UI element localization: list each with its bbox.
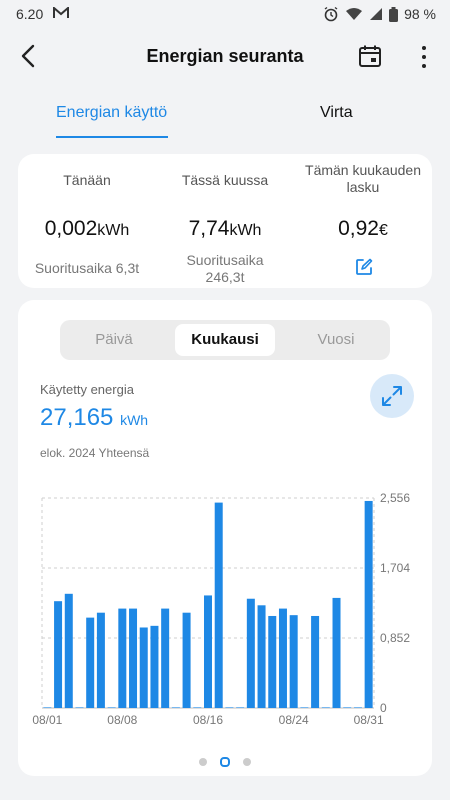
period-selector: Päivä Kuukausi Vuosi xyxy=(60,320,390,360)
x-tick-label: 08/08 xyxy=(107,713,137,727)
chart-bar xyxy=(278,608,287,708)
more-dot xyxy=(422,64,426,68)
edit-icon[interactable] xyxy=(355,258,373,276)
wifi-icon xyxy=(345,7,363,21)
chart-bar xyxy=(268,615,277,708)
tab-power[interactable]: Virta xyxy=(320,104,353,121)
summary-card: Tänään 0,002kWh Suoritusaika 6,3t Tässä … xyxy=(18,154,432,288)
segment-day[interactable]: Päivä xyxy=(95,331,133,348)
energy-bar-chart: 0 0,852 1,704 2,556 08/01 08/08 08/16 08/24 08/3… xyxy=(32,491,410,727)
chart-bar xyxy=(161,608,170,708)
chart-bar xyxy=(150,625,159,708)
summary-today: Tänään 0,002kWh Suoritusaika 6,3t xyxy=(18,154,156,288)
chart-bar xyxy=(246,598,255,708)
y-tick-label: 2,556 xyxy=(380,491,410,505)
summary-label: Tässä kuussa xyxy=(181,172,269,188)
status-time: 6.20 xyxy=(16,6,44,22)
back-button[interactable] xyxy=(14,42,42,70)
page-title: Energian seuranta xyxy=(146,46,304,66)
page-dot-active[interactable] xyxy=(220,757,230,767)
tab-bar: Energian käyttö Virta xyxy=(0,100,450,144)
segment-year[interactable]: Vuosi xyxy=(317,331,355,348)
summary-unit: € xyxy=(378,222,388,239)
x-tick-label: 08/16 xyxy=(193,713,223,727)
summary-label: Tämän kuukauden lasku xyxy=(305,162,421,195)
active-tab-indicator xyxy=(56,136,168,138)
chart-bar xyxy=(75,707,84,708)
chart-bar xyxy=(182,612,191,708)
status-bar: 6.20 98 % xyxy=(0,0,450,28)
summary-number: 0,92 xyxy=(338,217,379,240)
summary-number: 0,002 xyxy=(44,217,98,240)
chart-bar xyxy=(129,608,138,708)
summary-runtime: Suoritusaika 6,3t xyxy=(34,260,140,276)
chart-bar xyxy=(118,608,127,708)
summary-unit: kWh xyxy=(229,222,262,239)
summary-this-month: Tässä kuussa 7,74kWh Suoritusaika 246,3t xyxy=(156,154,294,288)
chart-bar xyxy=(343,707,352,708)
summary-monthly-bill: Tämän kuukauden lasku 0,92€ xyxy=(294,154,432,288)
y-tick-label: 0,852 xyxy=(380,631,410,645)
energy-used-label: Käytetty energia xyxy=(40,382,134,397)
mail-icon xyxy=(53,5,70,22)
expand-button[interactable] xyxy=(370,374,414,418)
calendar-icon xyxy=(359,45,381,67)
chart-bar xyxy=(321,707,330,708)
chart-bar xyxy=(204,595,212,708)
summary-runtime: Suoritusaika 246,3t xyxy=(186,252,264,285)
chart-bar xyxy=(193,707,202,708)
chart-bar xyxy=(289,615,298,708)
chart-bar xyxy=(96,612,105,708)
chart-bar xyxy=(64,593,73,708)
page-dot[interactable] xyxy=(243,758,251,766)
calendar-button[interactable] xyxy=(358,44,384,70)
battery-icon xyxy=(389,6,399,22)
segment-month[interactable]: Kuukausi xyxy=(175,324,275,356)
x-tick-label: 08/31 xyxy=(354,713,384,727)
chart-bar xyxy=(54,601,63,708)
more-dot xyxy=(422,55,426,59)
summary-value: 7,74kWh xyxy=(156,217,294,241)
battery-level: 98 % xyxy=(404,6,436,22)
summary-number: 7,74 xyxy=(188,217,230,240)
more-dot xyxy=(422,46,426,50)
signal-icon xyxy=(369,7,383,21)
expand-icon xyxy=(382,386,402,406)
chart-bar xyxy=(257,605,266,708)
summary-value: 0,002kWh xyxy=(18,217,156,241)
period-total-label: elok. 2024 Yhteensä xyxy=(40,446,150,460)
summary-unit: kWh xyxy=(97,222,130,239)
chevron-left-icon xyxy=(21,44,35,68)
chart-bar xyxy=(139,627,148,708)
chart-bar xyxy=(236,707,245,708)
more-options-button[interactable] xyxy=(414,42,434,72)
page-dot[interactable] xyxy=(199,758,207,766)
chart-bar xyxy=(300,707,309,708)
chart-bar xyxy=(86,617,95,708)
energy-used-unit: kWh xyxy=(120,412,149,428)
x-tick-label: 08/01 xyxy=(32,713,62,727)
y-tick-label: 0 xyxy=(380,701,387,715)
chart-bar xyxy=(353,707,362,708)
energy-used-number: 27,165 xyxy=(40,404,114,431)
chart-bar xyxy=(311,615,320,708)
chart-bar xyxy=(171,707,180,708)
summary-label: Tänään xyxy=(63,172,111,188)
y-tick-label: 1,704 xyxy=(380,561,410,575)
chart-bar xyxy=(107,707,116,708)
chart-bar xyxy=(43,707,52,708)
chart-bar xyxy=(332,597,341,708)
chart-card: Päivä Kuukausi Vuosi Käytetty energia 27… xyxy=(18,300,432,776)
chart-bar xyxy=(214,502,223,708)
summary-value: 0,92€ xyxy=(294,217,432,241)
alarm-icon xyxy=(323,6,339,22)
energy-used-total: 27,165 kWh xyxy=(40,404,148,432)
x-tick-label: 08/24 xyxy=(279,713,309,727)
tab-energy-usage[interactable]: Energian käyttö xyxy=(56,104,168,121)
app-bar: Energian seuranta xyxy=(0,30,450,86)
chart-bar xyxy=(225,707,234,708)
chart-bar xyxy=(364,500,373,708)
page-indicator xyxy=(18,757,432,768)
